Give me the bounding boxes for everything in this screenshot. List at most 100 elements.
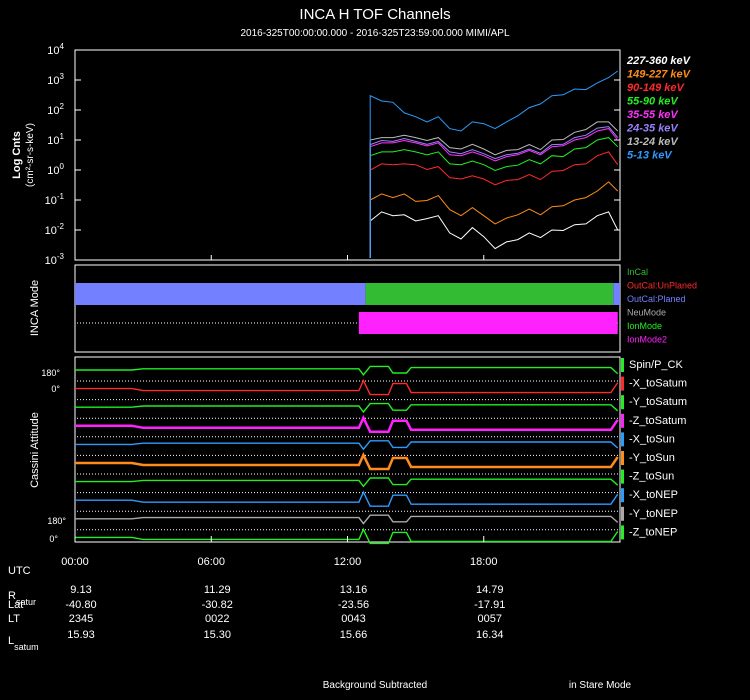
flux-legend-entry: 149-227 keV — [627, 69, 692, 81]
flux-series — [369, 70, 619, 258]
inca-mode-panel: InCal OutCal:UnPlaned OutCal:Planed NeuMode… — [29, 264, 697, 353]
mode-band-outcal-planed — [75, 283, 366, 305]
attitude-legend-entry: -X_toSun — [629, 433, 675, 445]
flux-ytick-label: 101 — [47, 132, 64, 147]
flux-legend-entry: 5-13 keV — [627, 150, 673, 162]
flux-ylabel-units: (cm²-sr-s-keV) — [25, 123, 36, 187]
x-tick-label: 12:00 — [334, 556, 362, 568]
attitude-legend-entry: -Z_toNEP — [629, 526, 677, 538]
attitude-legend: Spin/P_CK -X_toSatum -Y_toSatum -Z_toSatum -… — [621, 358, 687, 540]
ephem-value: 15.93 — [67, 629, 95, 641]
ephem-value: 0057 — [478, 613, 502, 625]
mode-band-incal — [365, 283, 614, 305]
ephem-value: 15.30 — [203, 629, 231, 641]
attitude-legend-swatch — [621, 376, 624, 391]
ephem-value: 13.16 — [340, 584, 368, 596]
mode-legend-entry: OutCal:UnPlaned — [627, 281, 697, 291]
attitude-series--z-tosun — [75, 477, 619, 488]
attitude-legend-entry: -X_toSatum — [629, 378, 687, 390]
mode-band-outcal-planed — [613, 283, 620, 305]
flux-legend-entry: 35-55 keV — [627, 109, 679, 121]
ephem-value: 0022 — [205, 613, 229, 625]
mode-legend-entry: InCal — [627, 267, 648, 277]
attitude-series--z-tonep — [75, 527, 619, 545]
mode-legend-entry: NeuMode — [627, 308, 666, 318]
ephem-value: -23.56 — [338, 599, 369, 611]
flux-series-90-149-kev — [369, 151, 619, 258]
flux-series-149-227-kev — [369, 181, 619, 258]
attitude-series--z-tosatum — [75, 414, 619, 434]
ephem-value: 0043 — [341, 613, 365, 625]
mode-legend-entry: IonMode2 — [627, 335, 667, 345]
flux-panel-frame — [74, 49, 621, 261]
flux-ytick-label: 10-1 — [45, 192, 65, 207]
flux-ytick-label: 10-3 — [45, 252, 65, 267]
attitude-legend-swatch — [621, 451, 624, 465]
flux-legend-entry: 24-35 keV — [626, 123, 679, 135]
flux-series-24-35-kev — [369, 126, 619, 258]
utc-label: UTC — [8, 565, 31, 577]
ephem-value: 14.79 — [476, 584, 504, 596]
flux-legend-entry: 13-24 keV — [627, 136, 679, 148]
inca-mode-legend: InCal OutCal:UnPlaned OutCal:Planed NeuMode… — [627, 267, 697, 345]
attitude-legend-swatch — [621, 395, 624, 410]
attitude-series--y-tosun — [75, 452, 619, 471]
attitude-legend-swatch — [621, 413, 624, 428]
footer-background-subtracted: Background Subtracted — [323, 680, 428, 691]
attitude-legend-swatch — [621, 432, 624, 447]
ephem-value: 16.34 — [476, 629, 504, 641]
attitude-legend-entry: -Z_toSatum — [629, 415, 686, 427]
x-tick-label: 06:00 — [197, 556, 225, 568]
chart-title: INCA H TOF Channels — [299, 6, 451, 23]
ephem-value: 2345 — [69, 613, 93, 625]
attitude-legend-entry: -Y_toNEP — [629, 508, 678, 520]
flux-ytick-label: 103 — [47, 72, 64, 87]
flux-series-13-24-kev — [369, 121, 619, 258]
attitude-legend-entry: -Y_toSun — [629, 452, 675, 464]
attitude-series-spin-p-ck — [75, 365, 619, 376]
attitude-legend-swatch — [621, 506, 624, 521]
attitude-tick-180-top: 180° — [41, 368, 60, 378]
flux-ytick-label: 104 — [47, 42, 64, 57]
flux-series-35-55-kev — [369, 128, 619, 258]
ephem-row-label: LT — [8, 613, 20, 625]
x-tick-label: 00:00 — [61, 556, 89, 568]
ephem-value: -17.91 — [474, 599, 505, 611]
ephem-row-label: Lat — [8, 599, 23, 611]
attitude-series--y-tonep — [75, 514, 619, 525]
footer-stare-mode: in Stare Mode — [569, 680, 632, 691]
ephem-value: 9.13 — [70, 584, 91, 596]
attitude-series--x-tosatum — [75, 378, 619, 396]
attitude-legend-entry: -Z_toSun — [629, 471, 674, 483]
inca-mode-bands — [75, 283, 620, 334]
flux-legend-entry: 227-360 keV — [626, 55, 692, 67]
chart-subtitle: 2016-325T00:00:00.000 - 2016-325T23:59:0… — [240, 28, 510, 39]
attitude-frame — [74, 356, 621, 543]
attitude-legend-entry: Spin/P_CK — [629, 359, 683, 371]
mode-legend-entry: OutCal:Planed — [627, 294, 686, 304]
attitude-legend-swatch — [621, 525, 624, 540]
flux-ylabel: Log Cnts — [11, 131, 23, 179]
x-tick-label: 18:00 — [470, 556, 498, 568]
flux-ytick-label: 100 — [47, 162, 64, 177]
flux-series-55-90-kev — [369, 137, 619, 258]
flux-legend-entry: 55-90 keV — [627, 96, 679, 108]
attitude-tick-180-bottom: 180° — [47, 516, 66, 526]
attitude-panel: Spin/P_CK -X_toSatum -Y_toSatum -Z_toSatum -… — [29, 356, 687, 568]
ephem-value: 11.29 — [204, 584, 231, 596]
flux-ytick-label: 10-2 — [45, 222, 65, 237]
mode-legend-entry: IonMode — [627, 321, 662, 331]
flux-y-ticks: 10-3 10-2 10-1 100 101 102 103 104 — [45, 42, 620, 267]
attitude-ylabel: Cassini Attitude — [29, 412, 41, 488]
attitude-legend-swatch — [621, 488, 624, 503]
flux-panel: 10-3 10-2 10-1 100 101 102 103 104 227-360 keV 1… — [11, 42, 692, 267]
attitude-series--x-tonep — [75, 490, 619, 507]
attitude-series--x-tosun — [75, 440, 619, 451]
attitude-legend-swatch — [621, 358, 624, 372]
flux-series-227-360-kev — [369, 211, 619, 258]
flux-grid — [74, 255, 621, 260]
